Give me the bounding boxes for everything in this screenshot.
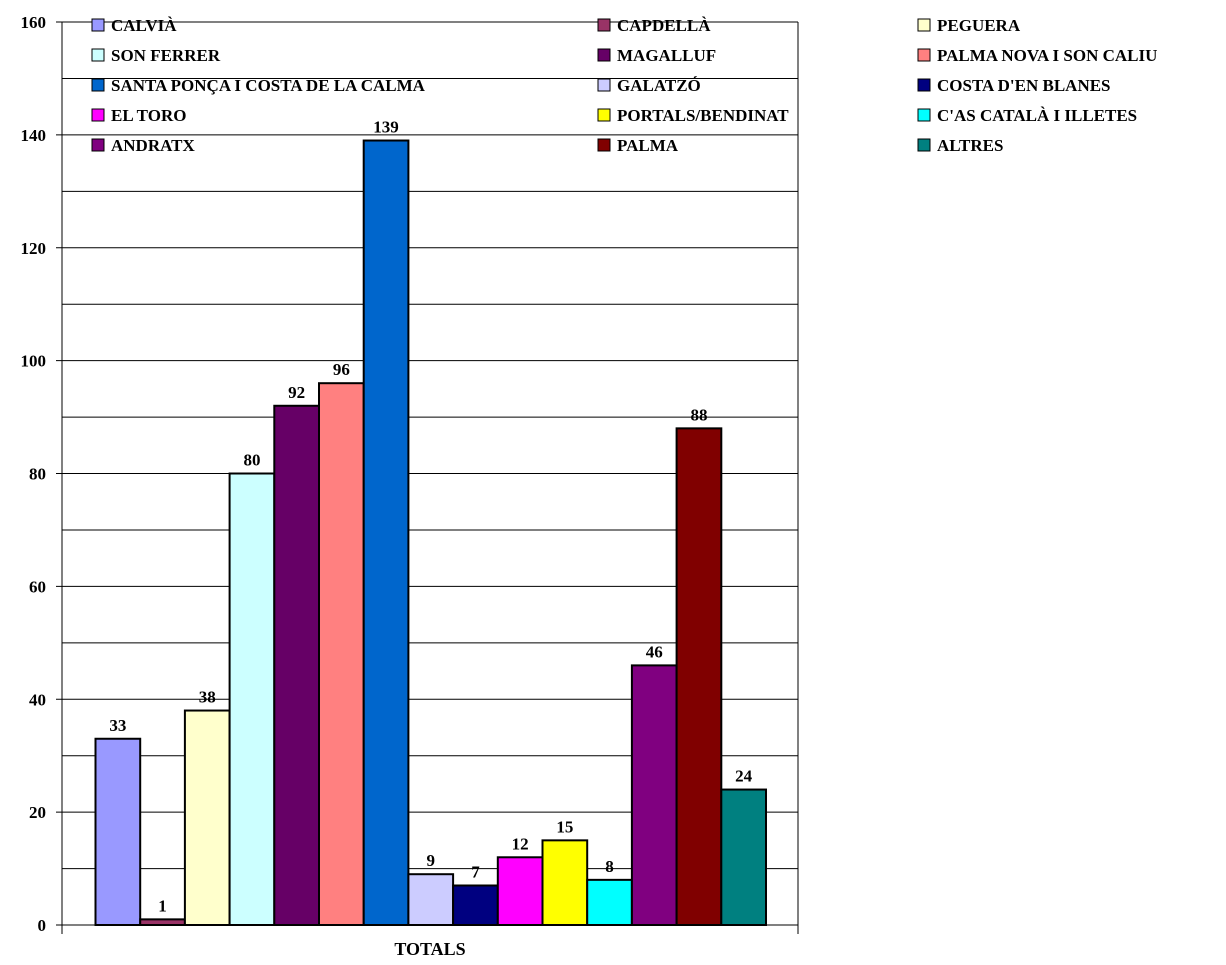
- data-label: 9: [427, 851, 436, 870]
- legend-swatch: [917, 48, 931, 62]
- legend-swatch: [91, 48, 105, 62]
- data-label: 88: [690, 405, 707, 424]
- bar: [362, 139, 410, 927]
- legend-swatch: [91, 108, 105, 122]
- legend-label: SON FERRER: [111, 46, 221, 65]
- legend-label: C'AS CATALÀ I ILLETES: [937, 106, 1137, 125]
- x-axis-title: TOTALS: [394, 939, 465, 959]
- legend-label: ALTRES: [937, 136, 1003, 155]
- data-label: 8: [605, 857, 614, 876]
- legend-label: PORTALS/BENDINAT: [617, 106, 789, 125]
- data-label: 80: [243, 451, 260, 470]
- legend-label: GALATZÓ: [617, 76, 701, 95]
- data-label: 38: [199, 688, 216, 707]
- legend-swatch: [91, 138, 105, 152]
- bar: [630, 664, 678, 926]
- bar: [94, 737, 142, 926]
- bar: [586, 878, 633, 926]
- y-tick-label: 160: [21, 13, 47, 32]
- bar: [407, 873, 455, 926]
- legend-swatch: [917, 138, 931, 152]
- legend-swatch: [597, 18, 611, 32]
- data-labels: 33 1 38 80 92 96 139 9 7 12 15 8 46 88 24: [109, 118, 752, 916]
- data-label: 92: [288, 383, 305, 402]
- bar: [318, 382, 365, 926]
- legend-label: ANDRATX: [111, 136, 195, 155]
- bar: [273, 404, 320, 926]
- y-tick-label: 40: [29, 690, 46, 709]
- legend-swatch: [917, 78, 931, 92]
- bar: [183, 709, 231, 926]
- data-label: 15: [556, 817, 573, 836]
- bars: [94, 139, 767, 927]
- legend-label: PEGUERA: [937, 16, 1021, 35]
- y-tick-label: 20: [29, 803, 46, 822]
- y-tick-label: 0: [38, 916, 47, 935]
- legend-label: EL TORO: [111, 106, 186, 125]
- data-label: 12: [512, 834, 529, 853]
- legend-swatch: [91, 78, 105, 92]
- data-label: 1: [158, 896, 167, 915]
- legend: CALVIÀ CAPDELLÀ PEGUERA SON FERRER MAGALLUF P…: [91, 16, 1157, 155]
- data-label: 24: [735, 767, 753, 786]
- legend-label: CAPDELLÀ: [617, 16, 711, 35]
- y-tick-label: 120: [21, 239, 47, 258]
- legend-swatch: [597, 48, 611, 62]
- legend-swatch: [917, 18, 931, 32]
- y-tick-label: 100: [21, 352, 47, 371]
- legend-label: MAGALLUF: [617, 46, 716, 65]
- legend-swatch: [917, 108, 931, 122]
- data-label: 33: [109, 716, 126, 735]
- data-label: 139: [373, 118, 399, 137]
- legend-swatch: [597, 78, 611, 92]
- bar: [541, 839, 589, 926]
- y-tick-label: 80: [29, 465, 46, 484]
- legend-label: COSTA D'EN BLANES: [937, 76, 1111, 95]
- y-tick-label: 140: [21, 126, 47, 145]
- bar: [452, 884, 499, 927]
- legend-label: PALMA: [617, 136, 679, 155]
- legend-swatch: [91, 18, 105, 32]
- bar: [496, 856, 544, 927]
- legend-label: SANTA PONÇA I COSTA DE LA CALMA: [111, 76, 426, 95]
- gridlines: [62, 21, 799, 925]
- y-tick-label: 60: [29, 577, 46, 596]
- data-label: 46: [646, 642, 663, 661]
- bar: [720, 788, 767, 926]
- legend-label: CALVIÀ: [111, 16, 177, 35]
- legend-swatch: [597, 138, 611, 152]
- bar: [139, 918, 186, 927]
- legend-label: PALMA NOVA I SON CALIU: [937, 46, 1157, 65]
- bar: [228, 472, 276, 926]
- bar: [675, 427, 723, 926]
- legend-swatch: [597, 108, 611, 122]
- data-label: 96: [333, 360, 350, 379]
- data-label: 7: [471, 862, 480, 881]
